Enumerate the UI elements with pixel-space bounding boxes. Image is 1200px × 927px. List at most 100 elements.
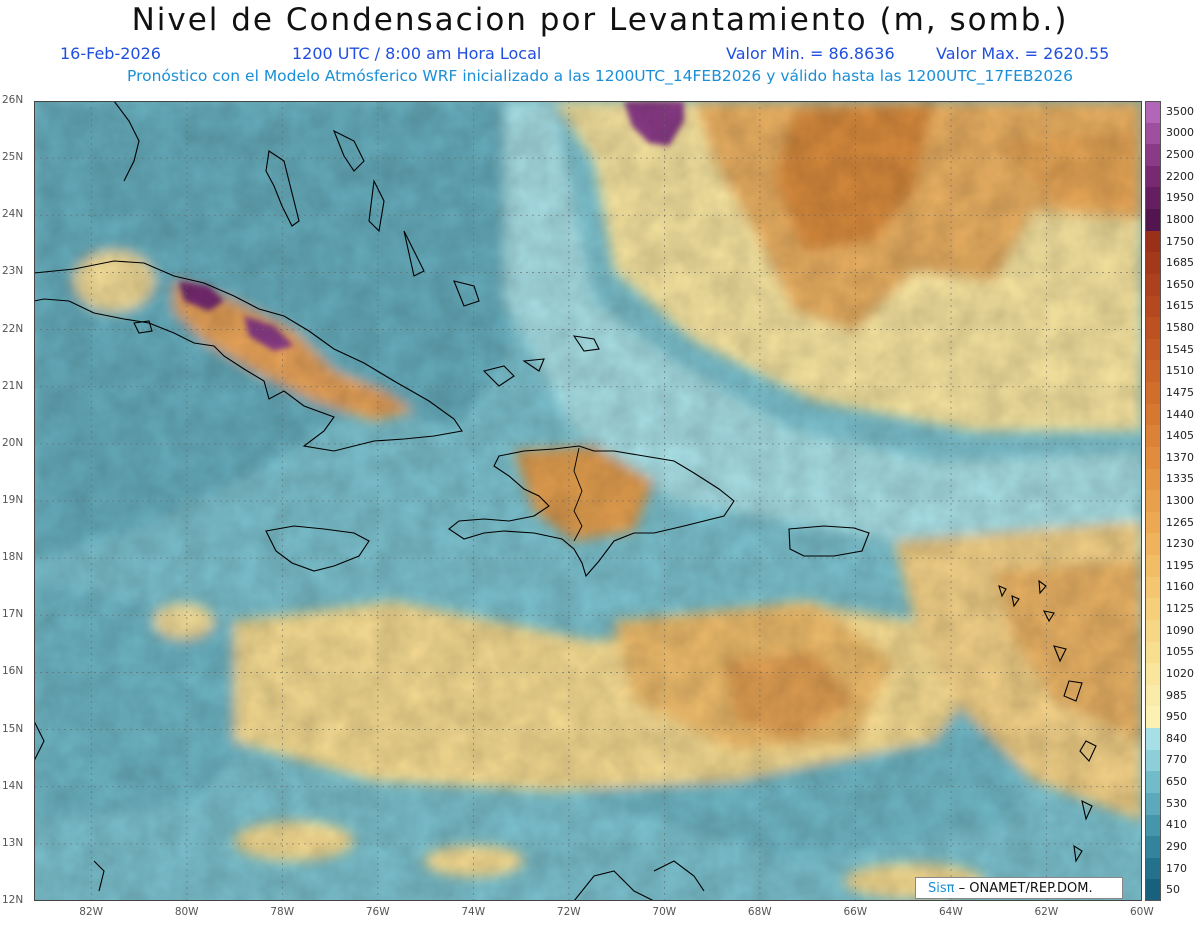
min-value: Valor Min. = 86.8636 [726,44,895,63]
colorbar-segment [1145,814,1161,837]
colorbar-label: 1475 [1166,385,1194,399]
colorbar [1145,101,1161,902]
colorbar-segment [1145,555,1161,578]
colorbar-segment [1145,317,1161,340]
colorbar-segment [1145,641,1161,664]
colorbar-segment [1145,468,1161,491]
lon-tick-label: 70W [652,906,677,918]
lon-tick-label: 72W [556,906,581,918]
colorbar-segment [1145,122,1161,145]
colorbar-label: 1800 [1166,212,1194,226]
lat-lon-gridlines [34,101,1142,901]
lat-tick-label: 18N [2,551,24,564]
coastline-isla-juventud [133,320,153,334]
colorbar-segment [1145,252,1161,275]
lon-tick-label: 62W [1034,906,1059,918]
lat-tick-label: 15N [2,722,24,735]
colorbar-label: 1405 [1166,429,1194,443]
colorbar-label: 1545 [1166,342,1194,356]
lon-tick-label: 66W [843,906,868,918]
colorbar-label: 1125 [1166,602,1194,616]
colorbar-label: 1650 [1166,277,1194,291]
coastline-puerto-rico [788,525,870,557]
colorbar-label: 2500 [1166,148,1194,162]
colorbar-label: 1230 [1166,537,1194,551]
colorbar-label: 1440 [1166,407,1194,421]
lat-tick-label: 12N [2,894,24,906]
colorbar-label: 770 [1166,753,1187,767]
lon-tick-label: 76W [365,906,390,918]
colorbar-label: 1615 [1166,299,1194,313]
lat-tick-label: 13N [2,836,24,849]
colorbar-segment [1145,273,1161,297]
colorbar-border [1145,101,1161,901]
axis-ticks [34,101,1142,901]
lon-tick-label: 64W [938,906,963,918]
colorbar-segment [1145,836,1161,859]
lat-tick-label: 22N [2,322,24,335]
lcl-map [34,101,1142,901]
lon-tick-label: 78W [270,906,295,918]
map-border [34,101,1142,901]
colorbar-label: 1090 [1166,623,1194,637]
colorbar-segment [1145,187,1161,210]
logo-org: – ONAMET/REP.DOM. [958,881,1093,896]
coastline-hispaniola [448,445,735,578]
colorbar-segment [1145,490,1161,513]
colorbar-label: 1750 [1166,234,1194,248]
colorbar-segment [1145,598,1161,621]
lat-tick-label: 23N [2,265,24,278]
forecast-time: 1200 UTC / 8:00 am Hora Local [292,44,542,63]
colorbar-label: 1685 [1166,256,1194,270]
colorbar-label: 1020 [1166,666,1194,680]
colorbar-segment [1145,663,1161,686]
colorbar-label: 950 [1166,710,1187,724]
coastline-haiti-border [573,447,583,542]
colorbar-label: 1510 [1166,364,1194,378]
colorbar-label: 1195 [1166,558,1194,572]
colorbar-segment [1145,706,1161,729]
lat-tick-label: 16N [2,665,24,678]
colorbar-segment [1145,576,1161,599]
lat-tick-label: 24N [2,208,24,221]
colorbar-segment [1145,101,1161,124]
colorbar-segment [1145,382,1161,405]
lat-tick-label: 20N [2,436,24,449]
forecast-subtitle: Pronóstico con el Modelo Atmósferico WRF… [127,67,1073,85]
colorbar-segment [1145,619,1161,643]
colorbar-segment [1145,533,1161,556]
coastline-south-america [573,870,655,901]
lat-tick-label: 19N [2,494,24,506]
coastline-lesser-antilles [998,579,1097,863]
coastline-cuba [34,260,463,452]
colorbar-segment [1145,295,1161,318]
map-frame [34,101,1142,901]
colorbar-label: 3000 [1166,126,1194,140]
forecast-date: 16-Feb-2026 [60,44,161,63]
colorbar-segment [1145,749,1161,772]
map-title: Nivel de Condensacion por Levantamiento … [131,2,1069,38]
colorbar-segment [1145,771,1161,794]
colorbar-label: 1265 [1166,515,1194,529]
lon-tick-label: 60W [1130,906,1154,918]
colorbar-segment [1145,728,1161,751]
colorbar-label: 1580 [1166,321,1194,335]
colorbar-segment [1145,165,1161,188]
logo-sis: Sisπ [928,881,955,896]
colorbar-label: 840 [1166,731,1187,745]
colorbar-label: 290 [1166,839,1187,853]
lat-tick-label: 25N [2,151,24,164]
lat-tick-label: 17N [2,608,24,621]
coastline-jamaica [265,525,370,572]
colorbar-label: 1055 [1166,645,1194,659]
colorbar-segment [1145,403,1161,426]
onamet-logo: Sisπ – ONAMET/REP.DOM. [915,877,1123,899]
colorbar-label: 1370 [1166,450,1194,464]
colorbar-segment [1145,511,1161,534]
lat-tick-label: 14N [2,779,24,792]
colorbar-label: 50 [1166,883,1180,897]
colorbar-label: 1335 [1166,472,1194,486]
colorbar-segment [1145,144,1161,167]
colorbar-label: 410 [1166,818,1187,832]
lon-tick-label: 80W [174,906,199,918]
